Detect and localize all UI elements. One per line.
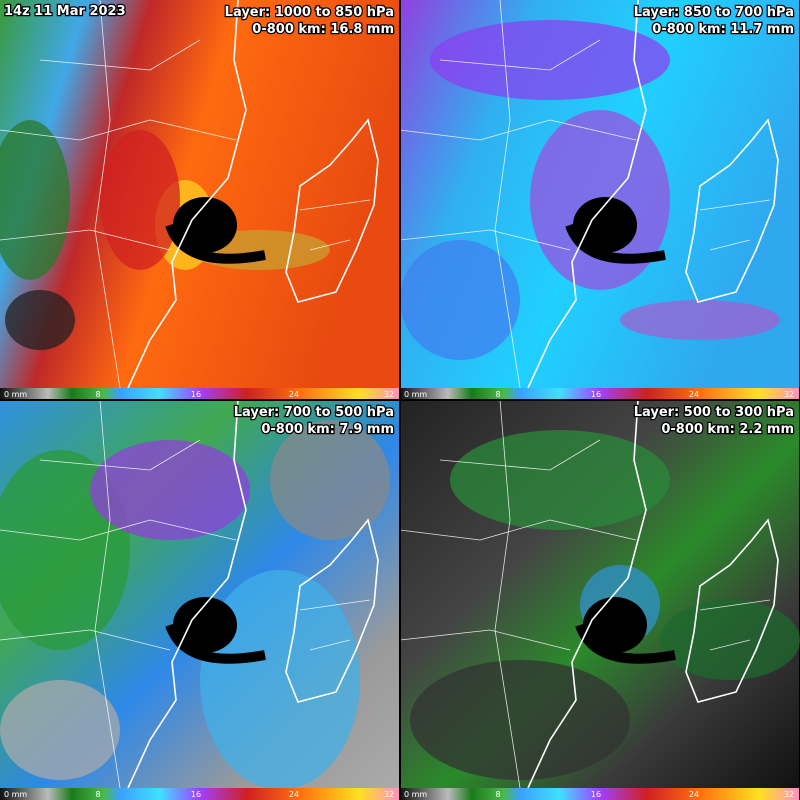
border [399,519,637,541]
colorbar-label: 24 [289,790,299,799]
moisture-field [430,20,670,100]
timestamp: 14z 11 Mar 2023 [4,4,126,19]
border [0,229,171,251]
colorbar-label: 24 [689,390,699,399]
colorbar [400,788,799,800]
border [399,629,571,651]
moisture-field [450,430,670,530]
layer-label: Layer: 1000 to 850 hPa [225,5,394,20]
colorbar-label: 8 [95,790,100,799]
border [39,39,201,71]
colorbar-label: 32 [384,390,394,399]
colorbar-label: 16 [191,390,201,399]
colorbar-label: 24 [289,390,299,399]
border [709,639,751,651]
madagascar [285,118,379,303]
coastline [127,399,247,789]
colorbar-label: 32 [784,790,794,799]
madagascar [685,518,779,703]
moisture-field [270,420,390,540]
border [94,399,121,789]
cyclone-band [565,223,666,264]
cyclone-band [165,223,266,264]
cyclone-core [173,197,237,253]
border [309,239,351,251]
moisture-field [620,300,780,340]
summary-label: 0-800 km: 11.7 mm [652,22,794,37]
layer-label: Layer: 700 to 500 hPa [234,405,394,420]
moisture-field [410,660,630,780]
moisture-field [100,130,180,270]
border [699,599,771,611]
border [39,439,201,471]
moisture-field [0,120,70,280]
madagascar [685,118,779,303]
colorbar-label: 32 [784,390,794,399]
map-panel: Layer: 500 to 300 hPa 0-800 km: 2.2 mm 0 m… [399,399,800,800]
border [0,119,237,141]
summary-label: 0-800 km: 16.8 mm [252,22,394,37]
border [699,199,771,211]
border [309,639,351,651]
colorbar-label: 8 [495,790,500,799]
cyclone-band [165,623,266,664]
map-panel: Layer: 1000 to 850 hPa 0-800 km: 16.8 mm 0… [0,0,399,400]
colorbar-label: 16 [591,790,601,799]
summary-label: 0-800 km: 7.9 mm [261,422,394,437]
border [0,519,237,541]
border [494,399,521,789]
border [0,629,171,651]
coastline [127,0,247,389]
colorbar-label: 16 [591,390,601,399]
colorbar [0,788,399,800]
cyclone-band [575,623,676,664]
border [709,239,751,251]
border [299,199,371,211]
border [94,0,121,389]
cyclone-core [573,197,637,253]
colorbar-label: 8 [95,390,100,399]
moisture-field [400,240,520,360]
colorbar-label: 0 mm [404,790,427,799]
map-panel: Layer: 850 to 700 hPa 0-800 km: 11.7 mm 0 … [399,0,799,400]
map-panel: Layer: 700 to 500 hPa 0-800 km: 7.9 mm 0 m… [0,399,399,800]
madagascar [285,518,379,703]
border [399,119,637,141]
colorbar-label: 32 [384,790,394,799]
moisture-field [5,290,75,350]
coastline [527,399,647,789]
coastline [527,0,647,389]
colorbar-label: 8 [495,390,500,399]
colorbar-label: 0 mm [404,390,427,399]
colorbar-label: 0 mm [4,390,27,399]
moisture-field [90,440,250,540]
colorbar [0,388,399,400]
colorbar-label: 16 [191,790,201,799]
border [439,439,601,471]
border [299,599,371,611]
moisture-field [0,680,120,780]
layer-label: Layer: 500 to 300 hPa [634,405,794,420]
summary-label: 0-800 km: 2.2 mm [661,422,794,437]
moisture-field [660,600,800,680]
cyclone-core [173,597,237,653]
border [439,39,601,71]
layer-label: Layer: 850 to 700 hPa [634,5,794,20]
moisture-field [200,570,360,790]
colorbar [400,388,799,400]
border [399,229,571,251]
colorbar-label: 0 mm [4,790,27,799]
border [494,0,521,389]
colorbar-label: 24 [689,790,699,799]
